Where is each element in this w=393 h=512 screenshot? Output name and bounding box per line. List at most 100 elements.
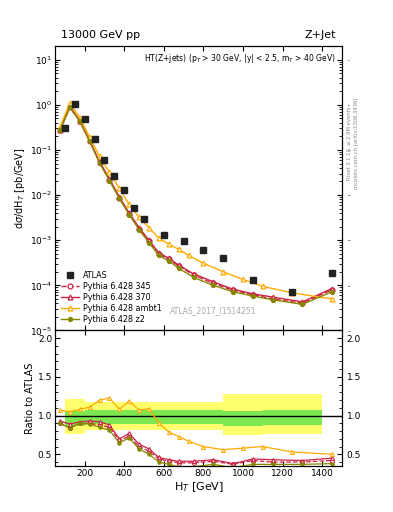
Pythia 6.428 ambt1 [290, 290, 295, 296]
Pythia 6.428 ambt1 [127, 201, 132, 207]
Pythia 6.428 345 [211, 281, 216, 287]
Pythia 6.428 345 [77, 118, 82, 124]
Pythia 6.428 z2 [117, 196, 122, 202]
Pythia 6.428 370 [156, 250, 161, 256]
Pythia 6.428 345 [137, 226, 141, 232]
Pythia 6.428 z2 [191, 274, 196, 281]
Pythia 6.428 z2 [147, 240, 151, 246]
Pythia 6.428 ambt1 [330, 296, 334, 302]
ATLAS [92, 136, 97, 142]
Pythia 6.428 ambt1 [107, 169, 112, 175]
ATLAS [250, 277, 255, 283]
Pythia 6.428 370 [191, 271, 196, 277]
Line: Pythia 6.428 345: Pythia 6.428 345 [57, 105, 334, 306]
Pythia 6.428 345 [231, 287, 235, 293]
Y-axis label: Ratio to ATLAS: Ratio to ATLAS [25, 362, 35, 434]
Text: ATLAS_2017_I1514251: ATLAS_2017_I1514251 [169, 306, 256, 315]
ATLAS [330, 270, 334, 276]
Pythia 6.428 370 [147, 237, 151, 243]
Pythia 6.428 345 [107, 177, 112, 183]
Pythia 6.428 ambt1 [261, 283, 265, 289]
Pythia 6.428 z2 [77, 118, 82, 124]
Pythia 6.428 345 [270, 296, 275, 302]
Pythia 6.428 z2 [300, 301, 305, 307]
ATLAS [72, 101, 77, 107]
Pythia 6.428 ambt1 [201, 260, 206, 266]
ATLAS [62, 125, 67, 132]
ATLAS [112, 173, 117, 179]
Pythia 6.428 ambt1 [221, 269, 226, 275]
Pythia 6.428 z2 [176, 265, 181, 271]
Pythia 6.428 z2 [250, 293, 255, 299]
ATLAS [83, 116, 87, 122]
Line: Pythia 6.428 ambt1: Pythia 6.428 ambt1 [57, 100, 334, 302]
Line: Pythia 6.428 370: Pythia 6.428 370 [57, 104, 334, 304]
Pythia 6.428 ambt1 [156, 236, 161, 242]
Pythia 6.428 ambt1 [77, 115, 82, 121]
Pythia 6.428 ambt1 [147, 225, 151, 231]
Pythia 6.428 ambt1 [176, 246, 181, 252]
Line: Pythia 6.428 z2: Pythia 6.428 z2 [58, 105, 334, 306]
Pythia 6.428 z2 [137, 227, 141, 233]
Pythia 6.428 370 [166, 255, 171, 261]
Pythia 6.428 370 [97, 159, 102, 165]
Pythia 6.428 z2 [87, 138, 92, 144]
Pythia 6.428 370 [211, 279, 216, 285]
Pythia 6.428 370 [58, 126, 62, 133]
Pythia 6.428 370 [137, 225, 141, 231]
Pythia 6.428 z2 [231, 289, 235, 295]
Legend: ATLAS, Pythia 6.428 345, Pythia 6.428 370, Pythia 6.428 ambt1, Pythia 6.428 z2: ATLAS, Pythia 6.428 345, Pythia 6.428 37… [59, 269, 164, 327]
Text: HT(Z+jets) (p$_T$ > 30 GeV, |y| < 2.5, m$_T$ > 40 GeV): HT(Z+jets) (p$_T$ > 30 GeV, |y| < 2.5, m… [144, 52, 336, 65]
ATLAS [102, 157, 107, 163]
Pythia 6.428 ambt1 [117, 185, 122, 191]
Pythia 6.428 z2 [68, 104, 72, 111]
Pythia 6.428 370 [250, 291, 255, 297]
Text: Z+Jet: Z+Jet [305, 30, 336, 40]
Pythia 6.428 345 [250, 292, 255, 298]
ATLAS [122, 187, 127, 193]
Pythia 6.428 ambt1 [241, 276, 245, 283]
Pythia 6.428 345 [68, 104, 72, 111]
ATLAS [181, 238, 186, 244]
Pythia 6.428 345 [87, 138, 92, 144]
Pythia 6.428 z2 [97, 160, 102, 166]
Pythia 6.428 ambt1 [186, 252, 191, 259]
Pythia 6.428 370 [68, 103, 72, 109]
Pythia 6.428 345 [147, 238, 151, 244]
Pythia 6.428 ambt1 [87, 134, 92, 140]
Text: 13000 GeV pp: 13000 GeV pp [61, 30, 140, 40]
ATLAS [132, 205, 136, 211]
Pythia 6.428 345 [191, 272, 196, 278]
Pythia 6.428 z2 [127, 211, 132, 218]
Pythia 6.428 345 [97, 159, 102, 165]
Pythia 6.428 370 [107, 176, 112, 182]
Pythia 6.428 z2 [211, 282, 216, 288]
Pythia 6.428 370 [77, 118, 82, 124]
Pythia 6.428 370 [270, 294, 275, 300]
Pythia 6.428 345 [300, 300, 305, 306]
Pythia 6.428 z2 [270, 296, 275, 303]
Pythia 6.428 ambt1 [58, 124, 62, 130]
Pythia 6.428 z2 [166, 258, 171, 264]
Pythia 6.428 370 [300, 299, 305, 305]
Pythia 6.428 345 [176, 263, 181, 269]
X-axis label: H$_T$ [GeV]: H$_T$ [GeV] [173, 480, 224, 494]
Y-axis label: d$\sigma$/dH$_T$ [pb/GeV]: d$\sigma$/dH$_T$ [pb/GeV] [13, 147, 27, 229]
Line: ATLAS: ATLAS [62, 101, 335, 295]
Pythia 6.428 z2 [156, 252, 161, 259]
Pythia 6.428 z2 [58, 127, 62, 134]
Pythia 6.428 370 [176, 262, 181, 268]
Text: Rivet 3.1.10, ≥ 2.9M events: Rivet 3.1.10, ≥ 2.9M events [347, 106, 352, 180]
Pythia 6.428 370 [330, 286, 334, 292]
Pythia 6.428 370 [231, 286, 235, 292]
Pythia 6.428 345 [58, 127, 62, 134]
Pythia 6.428 345 [117, 195, 122, 201]
Pythia 6.428 ambt1 [166, 241, 171, 247]
Pythia 6.428 345 [166, 256, 171, 262]
Pythia 6.428 ambt1 [137, 215, 141, 221]
ATLAS [162, 232, 166, 238]
Pythia 6.428 370 [127, 210, 132, 216]
Pythia 6.428 345 [156, 251, 161, 257]
Pythia 6.428 345 [330, 287, 334, 293]
ATLAS [142, 216, 147, 222]
